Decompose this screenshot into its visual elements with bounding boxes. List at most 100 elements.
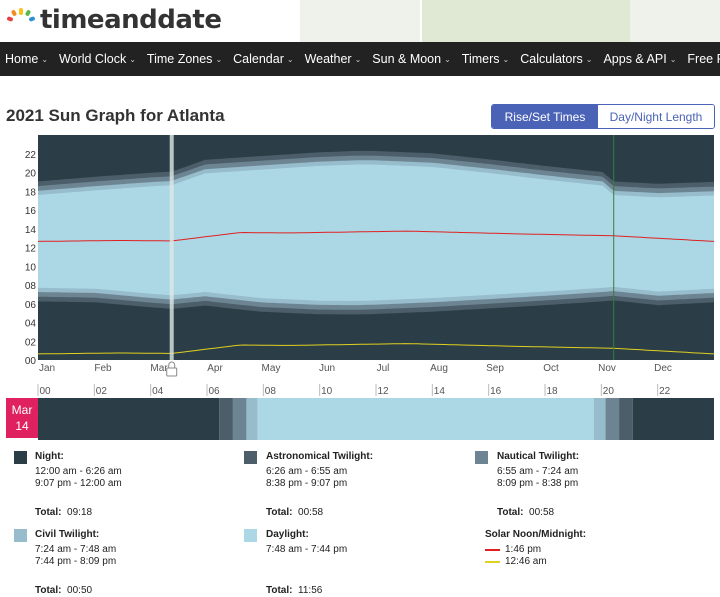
legend-solar-noon: 1:46 pm (485, 544, 586, 556)
night-swatch (14, 451, 27, 464)
civil-swatch (14, 529, 27, 542)
y-tick-label: 02 (25, 337, 37, 348)
sun-logo-icon (7, 8, 35, 22)
nav-item-timers[interactable]: Timers ⌄ (457, 52, 515, 66)
day-strip-night (38, 398, 220, 440)
legend-astronomical: Astronomical Twilight: 6:26 am - 6:55 am… (266, 451, 373, 490)
site-logo[interactable]: timeanddate (6, 4, 222, 36)
nav-item-world-clock[interactable]: World Clock ⌄ (54, 52, 142, 66)
nav-item-sun-moon[interactable]: Sun & Moon ⌄ (367, 52, 457, 66)
y-tick-label: 18 (25, 187, 37, 198)
legend-night-line-1: 12:00 am - 6:26 am (35, 466, 122, 477)
legend-civil-title: Civil Twilight: (35, 529, 100, 540)
daylight-swatch (244, 529, 257, 542)
day-strip-nautical (232, 398, 247, 440)
day-strip-daylight (257, 398, 594, 440)
nav-item-calculators[interactable]: Calculators ⌄ (515, 52, 598, 66)
nav-item-label: Apps & API (603, 52, 667, 66)
nav-item-apps-api[interactable]: Apps & API ⌄ (598, 52, 682, 66)
solar-noon-line-icon (485, 549, 500, 551)
view-toggle: Rise/Set Times Day/Night Length (491, 104, 715, 129)
day-strip-civil (246, 398, 258, 440)
x-month-label: Apr (207, 363, 223, 374)
chevron-down-icon: ⌄ (502, 54, 510, 64)
chevron-down-icon: ⌄ (669, 54, 677, 64)
x-month-label: Feb (94, 363, 112, 374)
astronomical-swatch (244, 451, 257, 464)
nav-item-label: Weather (304, 52, 352, 66)
legend-solar-midnight: 12:46 am (485, 556, 586, 568)
legend-daylight: Daylight: 7:48 am - 7:44 pm (266, 529, 347, 556)
legend-astronomical-title: Astronomical Twilight: (266, 451, 374, 462)
legend-nautical-total: Total: 00:58 (497, 507, 555, 518)
day-hour-label: 14 (434, 386, 446, 397)
x-month-label: Nov (598, 363, 616, 374)
y-tick-label: 08 (25, 281, 37, 292)
legend-solar-title: Solar Noon/Midnight: (485, 529, 587, 540)
site-header: timeanddate (0, 0, 720, 42)
legend-civil-line-2: 7:44 pm - 8:09 pm (35, 556, 117, 567)
day-strip-civil (593, 398, 606, 440)
lock-icon (166, 367, 178, 377)
x-month-label: Dec (654, 363, 672, 374)
legend-night-total: Total: 09:18 (35, 507, 93, 518)
nav-item-weather[interactable]: Weather ⌄ (300, 52, 368, 66)
legend-daylight-title: Daylight: (266, 529, 309, 540)
x-month-label: Mar (150, 363, 168, 374)
day-hour-label: 12 (377, 386, 389, 397)
nav-item-label: Timers (461, 52, 500, 66)
legend-nautical-line-2: 8:09 pm - 8:38 pm (497, 478, 579, 489)
nav-item-free-fun[interactable]: Free Fun⌄ (682, 52, 720, 66)
x-month-label: Jun (319, 363, 335, 374)
nav-item-label: Calendar (233, 52, 284, 66)
y-tick-label: 06 (25, 300, 37, 311)
nav-item-calendar[interactable]: Calendar ⌄ (228, 52, 299, 66)
day-hour-label: 08 (265, 386, 277, 397)
badge-month: Mar (11, 403, 33, 417)
solar-noon-line (613, 235, 715, 242)
nav-item-label: Calculators (520, 52, 583, 66)
y-tick-label: 00 (25, 356, 37, 367)
nav-item-home[interactable]: Home ⌄ (0, 52, 54, 66)
nav-item-time-zones[interactable]: Time Zones ⌄ (142, 52, 228, 66)
solar-midnight-line (37, 352, 172, 355)
legend-night: Night: 12:00 am - 6:26 am 9:07 pm - 12:0… (35, 451, 122, 490)
nav-item-label: World Clock (59, 52, 127, 66)
legend-nautical-title: Nautical Twilight: (497, 451, 580, 462)
nautical-swatch (475, 451, 488, 464)
solar-midnight-line (613, 347, 715, 355)
day-hour-label: 22 (659, 386, 671, 397)
badge-day: 14 (15, 419, 29, 433)
day-strip-astronomical (619, 398, 633, 440)
day-hour-label: 20 (603, 386, 615, 397)
x-month-label: Jan (39, 363, 55, 374)
solar-noon-line (171, 230, 614, 242)
y-tick-label: 16 (25, 206, 37, 217)
x-month-label: Jul (377, 363, 390, 374)
selected-day-marker (169, 135, 174, 360)
y-tick-label: 12 (25, 244, 37, 255)
chevron-down-icon: ⌄ (585, 54, 593, 64)
legend-solar: Solar Noon/Midnight: 1:46 pm 12:46 am (485, 529, 586, 568)
x-month-label: Sep (486, 363, 504, 374)
chevron-down-icon: ⌄ (41, 54, 49, 64)
nav-item-label: Home (5, 52, 39, 66)
y-tick-label: 04 (25, 319, 37, 330)
y-tick-label: 20 (25, 169, 37, 180)
selected-date-badge: Mar 14 (6, 398, 38, 438)
day-hour-label: 02 (96, 386, 108, 397)
day-strip-night (632, 398, 714, 440)
day-strip-nautical (605, 398, 620, 440)
brand-name: timeanddate (40, 5, 222, 35)
legend-nautical: Nautical Twilight: 6:55 am - 7:24 am 8:0… (497, 451, 579, 490)
legend-astronomical-line-1: 6:26 am - 6:55 am (266, 466, 348, 477)
day-night-length-tab[interactable]: Day/Night Length (598, 105, 714, 128)
rise-set-times-tab[interactable]: Rise/Set Times (492, 105, 598, 128)
legend-civil-line-1: 7:24 am - 7:48 am (35, 544, 117, 555)
day-hour-label: 06 (208, 386, 220, 397)
chevron-down-icon: ⌄ (444, 54, 451, 64)
chevron-down-icon: ⌄ (286, 54, 294, 64)
chevron-down-icon: ⌄ (129, 54, 136, 64)
lock-icon-shackle (168, 361, 176, 368)
